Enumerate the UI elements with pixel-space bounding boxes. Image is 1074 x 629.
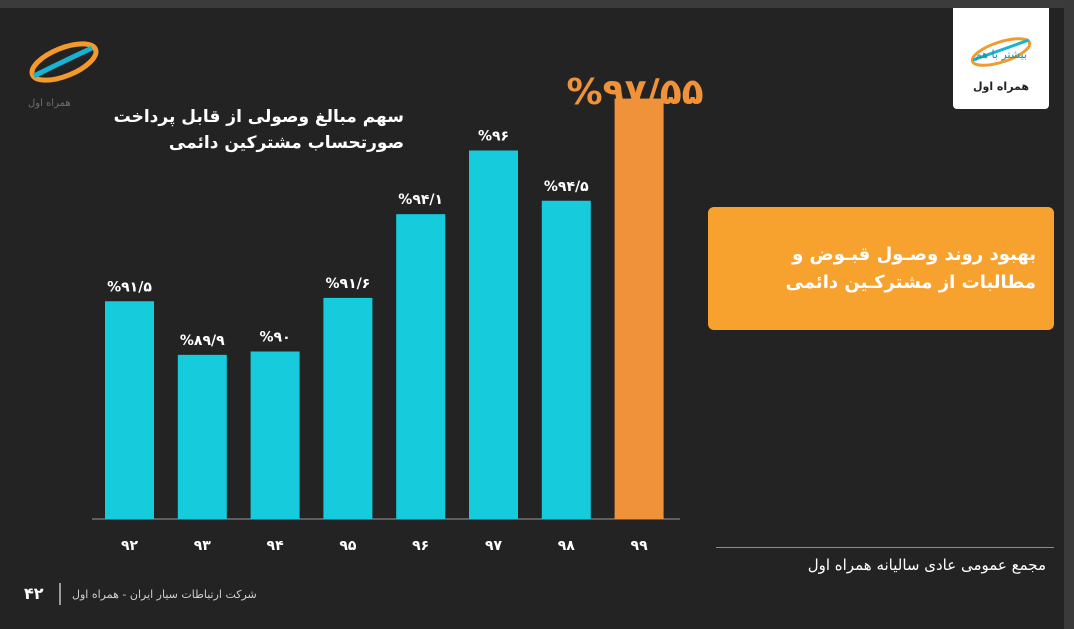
bar-6 (469, 150, 518, 519)
bar-value-label-7: %۹۴/۵ (544, 179, 589, 195)
bar-value-label-1: %۹۱/۵ (107, 279, 152, 295)
x-tick-label-5: ۹۶ (412, 538, 429, 554)
brand-logo-box: بیشتر با هم همراه اول (953, 8, 1049, 109)
meeting-divider (716, 547, 1054, 548)
callout-box: بهبود روند وصـول قبـوض و مطالبات از مشتر… (708, 207, 1054, 330)
highlight-value-label: %۹۷/۵۵ (567, 72, 704, 113)
bar-3 (250, 351, 300, 519)
bar-value-label-3: %۹۰ (260, 330, 291, 346)
meeting-title: مجمع عمومی عادی سالیانه همراه اول (807, 556, 1046, 574)
right-strip (1064, 0, 1074, 629)
bar-4 (323, 297, 373, 519)
bar-value-label-6: %۹۶ (478, 129, 509, 145)
callout-text: بهبود روند وصـول قبـوض و مطالبات از مشتر… (785, 244, 1036, 293)
bar-value-label-4: %۹۱/۶ (326, 276, 371, 292)
bar-1 (105, 301, 154, 519)
chart-title: سهم مبالغ وصولی از قابل پرداخت صورتحساب … (113, 107, 404, 153)
x-tick-label-2: ۹۳ (194, 538, 212, 554)
bar-2 (177, 354, 227, 519)
mci-logo-icon (29, 41, 99, 83)
brand-logo-icon (970, 37, 1032, 67)
bar-7 (541, 200, 591, 519)
footer-company: شرکت ارتباطات سیار ایران - همراه اول (72, 588, 257, 601)
x-tick-label-8: ۹۹ (631, 538, 649, 554)
bar-8 (614, 98, 664, 519)
x-tick-label-1: ۹۲ (121, 538, 139, 554)
brand-name: همراه اول (972, 80, 1030, 93)
page-number: ۴۲ (24, 584, 44, 603)
brand-tagline: بیشتر با هم (974, 48, 1028, 61)
left-logo-text: همراه اول (28, 98, 71, 109)
top-strip (0, 0, 1074, 8)
bar-value-label-2: %۸۹/۹ (180, 333, 225, 349)
footer-divider (59, 583, 61, 605)
x-tick-label-6: ۹۷ (485, 538, 503, 554)
x-tick-label-4: ۹۵ (339, 538, 357, 554)
bar-5 (396, 214, 446, 519)
x-tick-label-3: ۹۴ (267, 538, 285, 554)
bar-value-label-5: %۹۴/۱ (398, 192, 443, 208)
x-tick-label-7: ۹۸ (558, 538, 576, 554)
